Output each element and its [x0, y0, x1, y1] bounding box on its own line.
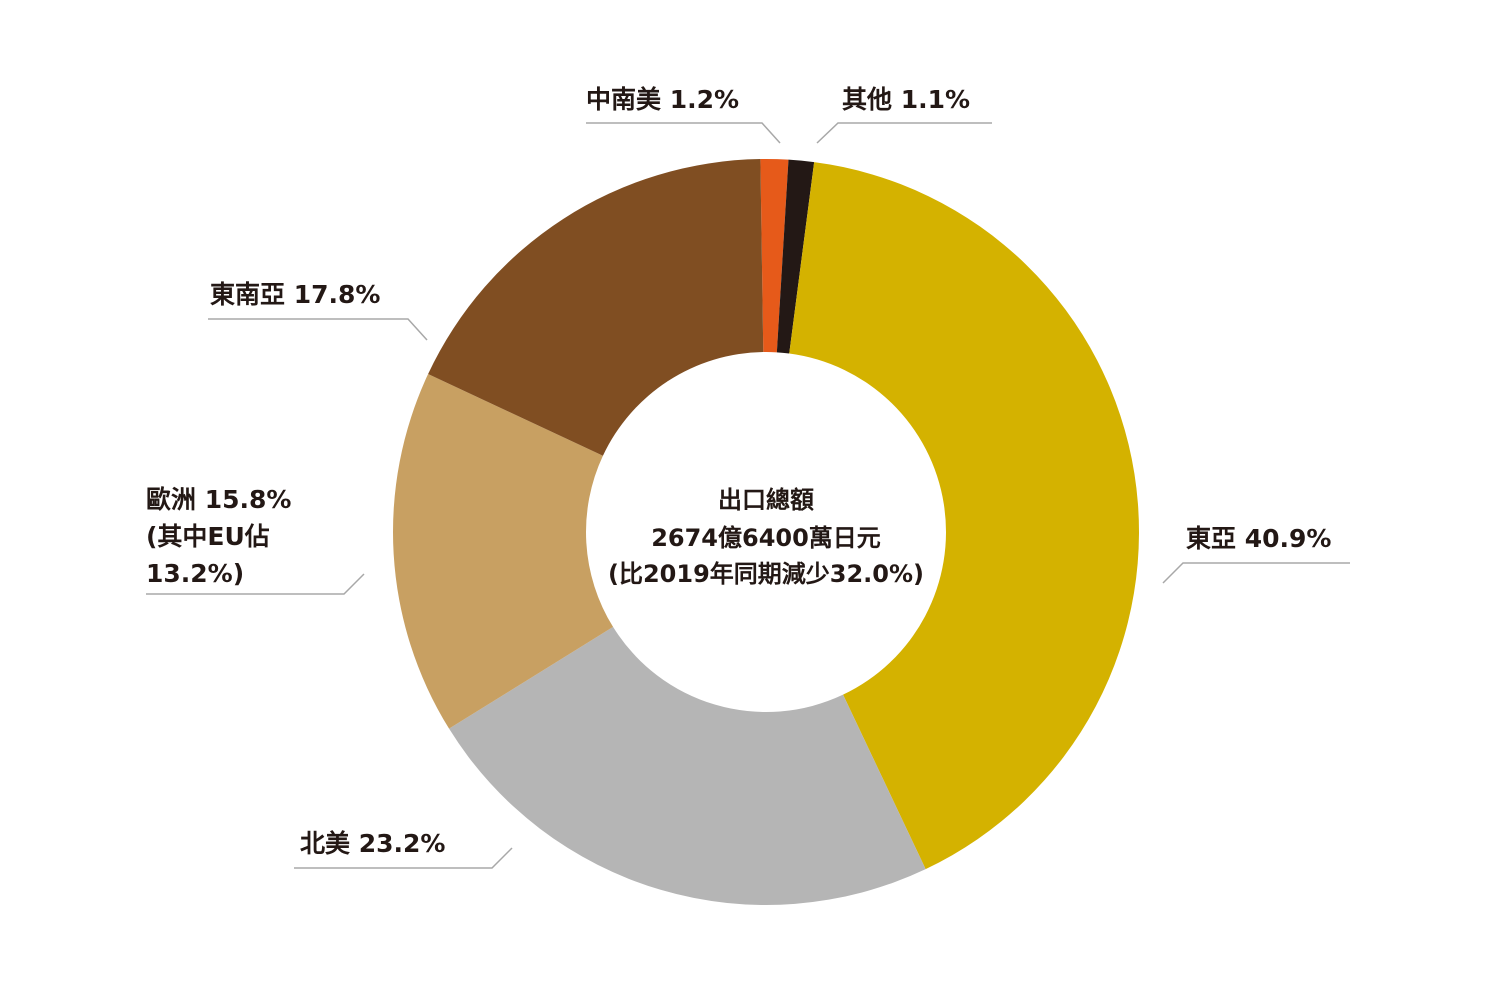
- slice-other: [776, 159, 815, 354]
- center-label: 出口總額 2674億6400萬日元 (比2019年同期減少32.0%): [608, 486, 924, 588]
- donut-slices: [393, 158, 1139, 905]
- leader-line-north-america: [294, 847, 513, 869]
- label-europe: 歐洲 15.8%: [146, 485, 291, 514]
- leader-line-europe: [146, 573, 365, 595]
- leader-line-east-asia: [1162, 562, 1350, 584]
- slice-europe: [393, 374, 614, 729]
- label-europe-note-1: (其中EU佔: [146, 522, 270, 551]
- leader-line-other: [816, 122, 992, 144]
- center-label-change: (比2019年同期減少32.0%): [608, 560, 924, 588]
- leader-line-southeast-asia: [208, 318, 428, 341]
- slice-labels: 中南美 1.2% 其他 1.1% 東南亞 17.8% 歐洲 15.8% (其中E…: [146, 85, 1331, 858]
- label-east-asia: 東亞 40.9%: [1186, 524, 1331, 553]
- center-label-total: 2674億6400萬日元: [651, 524, 881, 552]
- slice-southeast-asia: [428, 159, 764, 456]
- label-latin-america: 中南美 1.2%: [586, 85, 739, 114]
- leader-lines: [146, 122, 1350, 869]
- slice-north-america: [449, 626, 926, 905]
- center-label-title: 出口總額: [718, 486, 814, 514]
- slice-latin-america: [760, 158, 789, 353]
- slice-east-asia: [789, 162, 1139, 870]
- label-southeast-asia: 東南亞 17.8%: [210, 280, 380, 309]
- leader-line-latin-america: [586, 122, 781, 144]
- label-other: 其他 1.1%: [842, 85, 970, 114]
- label-europe-note-2: 13.2%): [146, 559, 244, 588]
- label-north-america: 北美 23.2%: [300, 829, 445, 858]
